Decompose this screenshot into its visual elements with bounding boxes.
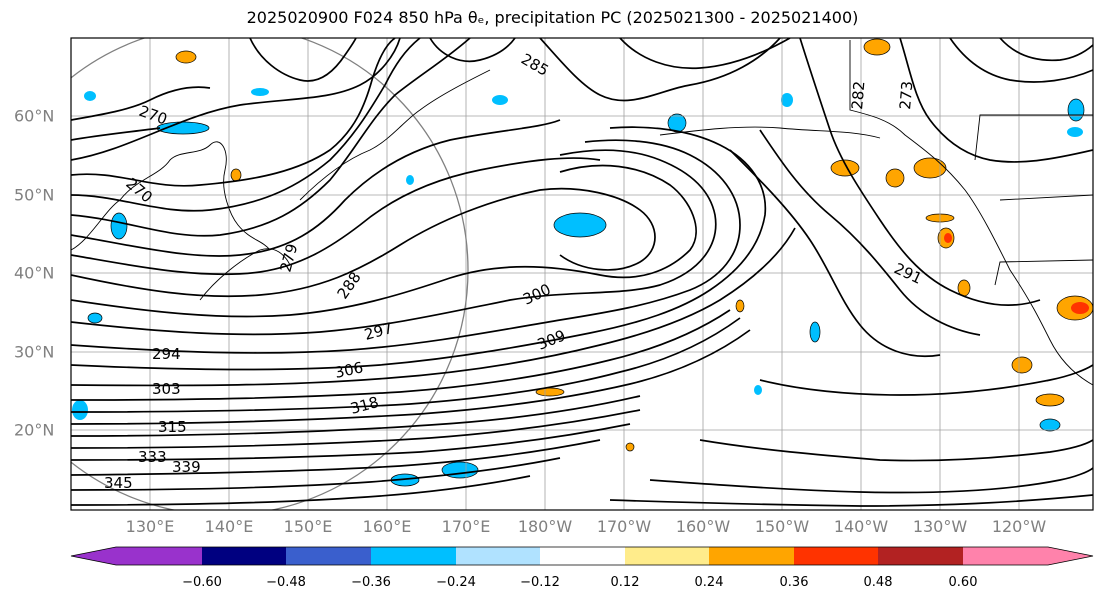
colorbar-cell <box>878 547 963 565</box>
lat-label-40n: 40°N <box>14 263 55 283</box>
lon-label: 150°E <box>283 517 333 536</box>
theta-e-contours <box>71 38 1093 507</box>
colorbar-tick-label: 0.60 <box>948 575 978 590</box>
lat-label-30n: 30°N <box>14 342 55 362</box>
colorbar-tick-label: −0.36 <box>351 575 391 590</box>
contour-label: 282 <box>848 80 868 110</box>
lon-label: 120°W <box>991 517 1047 536</box>
colorbar-cell <box>540 547 625 565</box>
lon-label: 130°E <box>125 517 175 536</box>
lon-label: 160°E <box>362 517 412 536</box>
colorbar-cell <box>456 547 540 565</box>
colorbar-tick-label: 0.12 <box>610 575 640 590</box>
lon-label: 150°W <box>754 517 810 536</box>
colorbar-cell <box>794 547 878 565</box>
colorbar-cell <box>116 547 202 565</box>
colorbar-extend-right <box>1048 547 1093 565</box>
figure-title: 2025020900 F024 850 hPa θₑ, precipitatio… <box>246 8 859 27</box>
colorbar-tick-label: −0.60 <box>182 575 222 590</box>
lat-label-20n: 20°N <box>14 420 55 440</box>
colorbar-tick-label: 0.48 <box>863 575 893 590</box>
contour-label: 333 <box>138 448 167 466</box>
contour-label: 306 <box>333 358 365 382</box>
lon-label: 170°W <box>596 517 652 536</box>
colorbar <box>70 546 1094 566</box>
lat-label-50n: 50°N <box>14 185 55 205</box>
colorbar-tick-label: 0.24 <box>694 575 724 590</box>
map-frame <box>70 37 1094 511</box>
colorbar-cell <box>963 547 1048 565</box>
lon-label: 140°W <box>833 517 889 536</box>
colorbar-extend-left <box>71 547 116 565</box>
colorbar-cell <box>286 547 371 565</box>
lon-label: 130°W <box>912 517 968 536</box>
lat-label-60n: 60°N <box>14 106 55 126</box>
contour-label: 345 <box>104 474 133 492</box>
lon-label: 180°W <box>517 517 573 536</box>
colorbar-cell <box>625 547 709 565</box>
contour-label: 294 <box>152 345 181 363</box>
contour-label: 339 <box>172 458 201 476</box>
colorbar-cell <box>202 547 286 565</box>
contour-label: 303 <box>152 380 181 398</box>
colorbar-tick-label: 0.36 <box>779 575 809 590</box>
lon-label: 170°E <box>441 517 491 536</box>
contour-label: 315 <box>158 418 187 436</box>
map-panel: 270 270 279 285 288 291 294 297 300 303 … <box>71 38 1093 510</box>
colorbar-tick-label: −0.48 <box>266 575 306 590</box>
contour-label: 273 <box>896 80 916 110</box>
lon-label: 160°W <box>675 517 731 536</box>
colorbar-tick-label: −0.12 <box>520 575 560 590</box>
colorbar-cells <box>116 547 1048 565</box>
colorbar-cell <box>709 547 794 565</box>
lon-label: 140°E <box>204 517 254 536</box>
colorbar-tick-label: −0.24 <box>436 575 476 590</box>
colorbar-cell <box>371 547 456 565</box>
